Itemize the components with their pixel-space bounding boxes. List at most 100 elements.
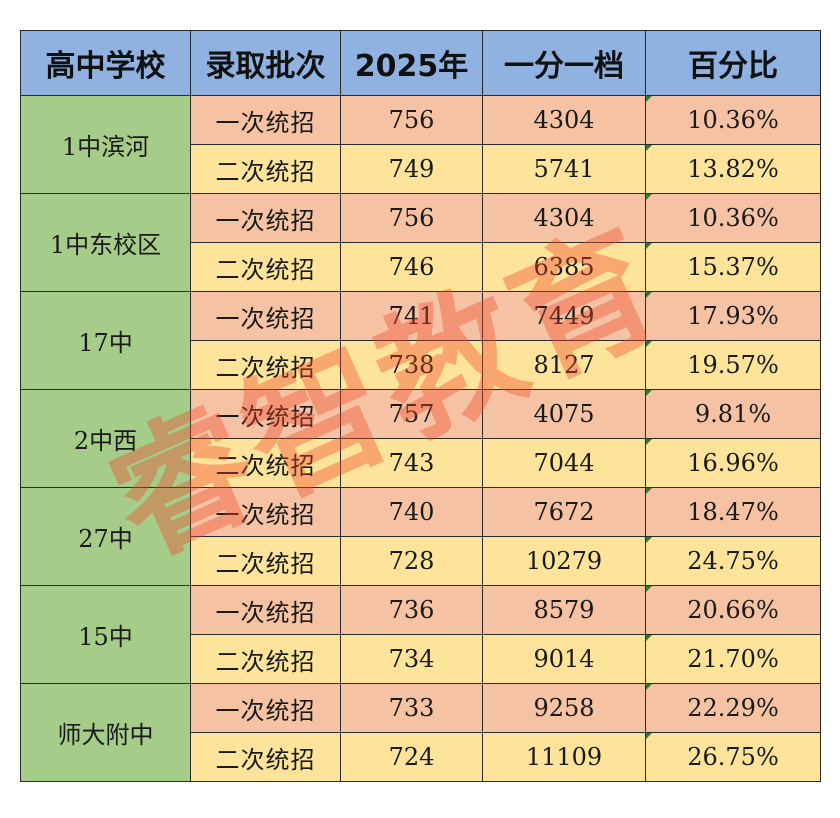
batch-cell: 二次统招 (190, 634, 341, 684)
batch-cell: 一次统招 (190, 389, 341, 439)
table-row: 二次统招 728 10279 24.75% (21, 536, 821, 586)
score-cell: 757 (340, 389, 483, 439)
batch-cell: 二次统招 (190, 438, 341, 488)
percent-cell: 10.36% (645, 193, 821, 243)
score-cell-text: 728 (388, 547, 435, 575)
cell-comment-marker (646, 145, 652, 151)
header-row: 高中学校 录取批次 2025年 一分一档 百分比 (20, 30, 821, 96)
score-cell-text: 724 (388, 743, 435, 771)
percent-cell: 17.93% (645, 291, 821, 341)
school-name-cell: 2中西 (20, 389, 191, 488)
batch-cell-text: 二次统招 (215, 745, 316, 774)
batch-cell-text: 二次统招 (215, 647, 316, 676)
table-row: 二次统招 734 9014 21.70% (21, 634, 821, 684)
percent-cell: 15.37% (645, 242, 821, 292)
rank-cell-text: 9014 (533, 645, 595, 673)
school-name-cell: 1中东校区 (20, 193, 191, 292)
header-batch: 录取批次 (190, 30, 341, 96)
header-score: 2025年 (340, 30, 483, 96)
cell-comment-marker (646, 341, 652, 347)
rank-cell-text: 4304 (533, 106, 595, 134)
batch-cell-text: 一次统招 (215, 402, 316, 431)
percent-cell-text: 19.57% (687, 351, 779, 379)
cell-comment-marker (646, 635, 652, 641)
school-name-cell: 师大附中 (20, 683, 191, 782)
rank-cell-text: 8579 (533, 596, 595, 624)
score-cell: 736 (340, 585, 483, 635)
score-cell: 733 (340, 683, 483, 733)
batch-cell-text: 一次统招 (215, 206, 316, 235)
score-cell-text: 741 (388, 302, 435, 330)
percent-cell-text: 26.75% (687, 743, 779, 771)
header-percent: 百分比 (645, 30, 821, 96)
percent-cell: 26.75% (645, 732, 821, 782)
score-cell-text: 746 (388, 253, 435, 281)
batch-cell-text: 一次统招 (215, 108, 316, 137)
school-name-cell: 15中 (20, 585, 191, 684)
table-row: 2中西 一次统招 757 4075 9.81% (20, 389, 821, 488)
batch-cell: 一次统招 (190, 585, 341, 635)
score-cell: 756 (340, 95, 483, 145)
batch-cell-text: 一次统招 (215, 598, 316, 627)
percent-cell-text: 18.47% (687, 498, 779, 526)
percent-cell-text: 10.36% (687, 204, 779, 232)
batch-cell-text: 一次统招 (215, 696, 316, 725)
score-cell: 740 (340, 487, 483, 537)
rank-cell: 7449 (482, 291, 646, 341)
rank-cell-text: 7672 (533, 498, 595, 526)
school-name-cell: 27中 (20, 487, 191, 586)
percent-cell-text: 9.81% (694, 400, 772, 428)
rank-cell-text: 9258 (533, 694, 595, 722)
rank-cell-text: 4304 (533, 204, 595, 232)
rank-cell-text: 10279 (525, 547, 603, 575)
rank-cell-text: 8127 (533, 351, 595, 379)
table-row: 二次统招 724 11109 26.75% (21, 732, 821, 782)
batch-cell: 一次统招 (190, 95, 341, 145)
batch-cell: 二次统招 (190, 144, 341, 194)
batch-cell-text: 一次统招 (215, 500, 316, 529)
score-cell-text: 736 (388, 596, 435, 624)
score-cell-text: 756 (388, 204, 435, 232)
rank-cell: 7044 (482, 438, 646, 488)
percent-cell: 10.36% (645, 95, 821, 145)
percent-cell: 24.75% (645, 536, 821, 586)
score-cell: 741 (340, 291, 483, 341)
batch-cell: 二次统招 (190, 732, 341, 782)
batch-cell: 一次统招 (190, 291, 341, 341)
rank-cell-text: 11109 (525, 743, 603, 771)
rank-cell: 5741 (482, 144, 646, 194)
rank-cell-text: 7449 (533, 302, 595, 330)
batch-cell-text: 一次统招 (215, 304, 316, 333)
table-row: 二次统招 738 8127 19.57% (21, 340, 821, 390)
score-cell-text: 733 (388, 694, 435, 722)
score-cell-text: 749 (388, 155, 435, 183)
table-row: 17中 一次统招 741 7449 17.93% (20, 291, 821, 390)
header-rank: 一分一档 (482, 30, 646, 96)
score-cell-text: 734 (388, 645, 435, 673)
rank-cell: 6385 (482, 242, 646, 292)
rank-cell: 11109 (482, 732, 646, 782)
cell-comment-marker (646, 439, 652, 445)
batch-cell: 二次统招 (190, 242, 341, 292)
school-name-cell: 17中 (20, 291, 191, 390)
batch-cell-text: 二次统招 (215, 353, 316, 382)
percent-cell-text: 13.82% (687, 155, 779, 183)
percent-cell: 13.82% (645, 144, 821, 194)
rank-cell: 7672 (482, 487, 646, 537)
score-cell: 734 (340, 634, 483, 684)
batch-cell-text: 二次统招 (215, 157, 316, 186)
rank-cell-text: 4075 (533, 400, 595, 428)
percent-cell: 19.57% (645, 340, 821, 390)
table-row: 二次统招 749 5741 13.82% (21, 144, 821, 194)
percent-cell-text: 22.29% (687, 694, 779, 722)
cell-comment-marker (646, 684, 652, 690)
percent-cell: 22.29% (645, 683, 821, 733)
batch-cell-text: 二次统招 (215, 549, 316, 578)
percent-cell: 9.81% (645, 389, 821, 439)
cell-comment-marker (646, 537, 652, 543)
batch-cell: 二次统招 (190, 536, 341, 586)
rank-cell: 9258 (482, 683, 646, 733)
cell-comment-marker (646, 243, 652, 249)
percent-cell-text: 17.93% (687, 302, 779, 330)
percent-cell: 16.96% (645, 438, 821, 488)
